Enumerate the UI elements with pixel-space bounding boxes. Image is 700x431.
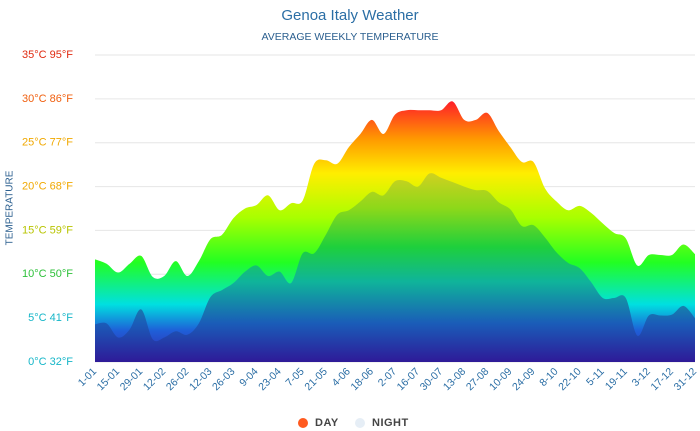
x-tick-label: 16-07 [395,365,423,393]
x-tick-label: 26-02 [164,365,192,393]
y-tick-label: 0°C 32°F [28,356,73,368]
legend-label: DAY [315,417,339,429]
x-tick-label: 13-08 [441,365,469,393]
x-tick-label: 12-02 [141,365,169,393]
x-tick-label: 31-12 [672,365,700,393]
x-tick-label: 18-06 [349,365,377,393]
area-1 [95,173,695,362]
legend-label: NIGHT [372,417,409,429]
x-tick-label: 24-09 [510,365,538,393]
x-tick-label: 19-11 [603,365,630,392]
x-tick-label: 21-05 [302,365,330,393]
y-tick-label: 35°C 95°F [22,49,73,61]
y-tick-label: 15°C 59°F [22,224,73,236]
x-tick-label: 22-10 [556,365,584,393]
x-tick-label: 29-01 [118,365,146,393]
x-tick-label: 15-01 [95,365,123,393]
y-axis-label: TEMPERATURE [5,170,16,245]
y-tick-label: 5°C 41°F [28,312,73,324]
legend-marker [355,418,365,428]
x-tick-label: 10-09 [487,365,515,393]
legend-marker [298,418,308,428]
y-tick-label: 30°C 86°F [22,93,73,105]
x-tick-label: 17-12 [649,365,677,393]
x-tick-label: 27-08 [464,365,492,393]
chart-title: Genoa Italy Weather [281,7,418,24]
y-tick-label: 25°C 77°F [22,137,73,149]
x-tick-label: 12-03 [187,365,215,393]
x-tick-label: 30-07 [418,365,446,393]
y-tick-label: 10°C 50°F [22,268,73,280]
x-tick-label: 23-04 [256,365,284,393]
chart-subtitle: AVERAGE WEEKLY TEMPERATURE [262,31,439,43]
y-tick-label: 20°C 68°F [22,180,73,192]
x-tick-label: 26-03 [210,365,238,393]
